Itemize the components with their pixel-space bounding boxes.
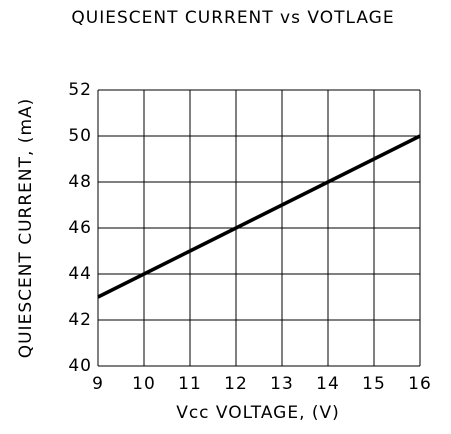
y-tick-label: 52 [68,80,92,100]
x-tick-label: 9 [92,374,104,394]
x-tick-label: 11 [178,374,202,394]
y-tick-label: 44 [68,264,92,284]
y-axis-label: QUIESCENT CURRENT, (mA) [16,98,36,359]
y-tick-label: 46 [68,218,92,238]
x-tick-label: 15 [362,374,386,394]
chart-title: QUIESCENT CURRENT vs VOTLAGE [71,8,394,28]
x-tick-label: 14 [316,374,340,394]
y-tick-label: 48 [68,172,92,192]
data-line [97,134,421,299]
y-tick-label: 50 [68,126,92,146]
x-axis-label: Vcc VOLTAGE, (V) [176,403,340,423]
y-tick-label: 42 [68,310,92,330]
x-tick-label: 12 [224,374,248,394]
x-tick-label: 16 [408,374,432,394]
x-tick-label: 13 [270,374,294,394]
x-tick-label: 10 [132,374,156,394]
y-tick-label: 40 [68,356,92,376]
